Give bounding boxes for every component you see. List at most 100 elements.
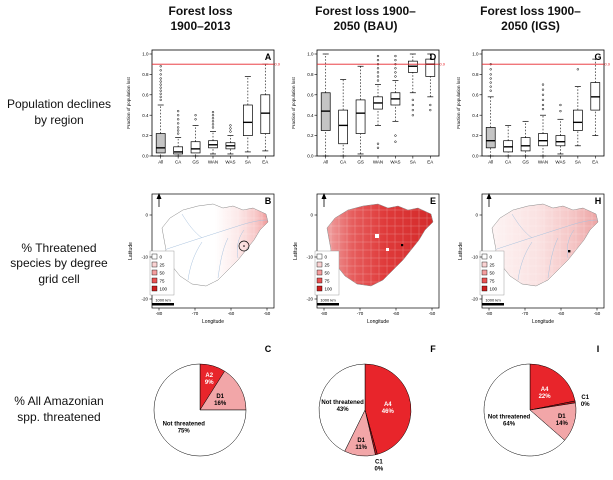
svg-text:CA: CA [175, 160, 181, 165]
panel-d-boxplot-bau: 0.0 0.2 0.4 0.6 0.8 1.0 Fraction of population… [283, 38, 448, 188]
svg-text:64%: 64% [503, 422, 516, 428]
row-label-threatened-species-grid: % Threatened species by degree grid cell [10, 240, 108, 286]
svg-text:SA: SA [245, 160, 251, 165]
svg-text:WAS: WAS [390, 160, 400, 165]
svg-text:WAN: WAN [373, 160, 383, 165]
svg-text:Latitude: Latitude [293, 242, 299, 260]
svg-text:All: All [323, 160, 328, 165]
svg-text:WAN: WAN [208, 160, 218, 165]
svg-text:0.4: 0.4 [472, 113, 479, 118]
svg-text:0%: 0% [581, 402, 590, 408]
svg-text:Not threatened: Not threatened [488, 415, 531, 421]
svg-text:Not threatened: Not threatened [163, 421, 206, 427]
column-header-2013: Forest loss 1900–2013 [168, 4, 233, 33]
svg-text:11%: 11% [355, 445, 367, 451]
svg-text:SA: SA [575, 160, 581, 165]
column-header-bau: Forest loss 1900– 2050 (BAU) [315, 4, 416, 33]
svg-text:25: 25 [160, 263, 166, 268]
svg-text:EA: EA [427, 160, 433, 165]
svg-text:C1: C1 [375, 459, 383, 465]
svg-text:50: 50 [160, 271, 166, 276]
svg-text:H: H [595, 196, 602, 206]
svg-text:-70: -70 [357, 311, 364, 316]
svg-text:GS: GS [522, 160, 529, 165]
svg-text:1.0: 1.0 [472, 52, 479, 57]
svg-text:0.9: 0.9 [604, 62, 610, 67]
svg-text:-50: -50 [429, 311, 436, 316]
svg-text:Not threatened: Not threatened [321, 400, 364, 406]
svg-text:Latitude: Latitude [458, 242, 464, 260]
svg-text:75%: 75% [178, 428, 191, 434]
svg-text:0.2: 0.2 [307, 133, 314, 138]
svg-text:1.0: 1.0 [142, 52, 149, 57]
svg-text:CA: CA [340, 160, 346, 165]
svg-text:1000 km: 1000 km [320, 298, 336, 303]
svg-text:CA: CA [505, 160, 511, 165]
svg-text:-80: -80 [321, 311, 328, 316]
row-label-population-declines: Population declines by region [6, 97, 112, 127]
svg-text:-70: -70 [192, 311, 199, 316]
svg-text:0: 0 [325, 255, 328, 260]
svg-text:0.4: 0.4 [142, 113, 149, 118]
svg-text:SA: SA [410, 160, 416, 165]
svg-text:D1: D1 [558, 414, 566, 420]
svg-text:G: G [594, 52, 601, 62]
svg-text:-70: -70 [522, 311, 529, 316]
svg-text:75: 75 [490, 279, 496, 284]
column-header-igs: Forest loss 1900– 2050 (IGS) [480, 4, 581, 33]
svg-text:75: 75 [160, 279, 166, 284]
svg-text:-60: -60 [558, 311, 565, 316]
svg-text:-10: -10 [306, 255, 313, 260]
svg-text:0%: 0% [375, 466, 384, 472]
svg-text:50: 50 [325, 271, 331, 276]
svg-text:GS: GS [357, 160, 364, 165]
svg-text:Fraction of population lost: Fraction of population lost [291, 76, 296, 128]
svg-text:Latitude: Latitude [128, 242, 134, 260]
svg-text:D: D [430, 52, 437, 62]
svg-text:F: F [430, 344, 436, 354]
svg-text:WAN: WAN [538, 160, 548, 165]
svg-text:0.0: 0.0 [472, 154, 479, 159]
svg-text:-80: -80 [486, 311, 493, 316]
panel-h-map-igs: 0 25 50 75 100 1000 km -80 -70 -60 -50 0 -10 -20 Long… [448, 188, 613, 340]
svg-text:100: 100 [325, 287, 333, 292]
row-label-all-spp-threatened: % All Amazonian spp. threatened [14, 394, 104, 424]
svg-text:0: 0 [145, 213, 148, 218]
svg-text:C1: C1 [581, 395, 589, 401]
svg-text:A: A [265, 52, 272, 62]
svg-text:WAS: WAS [555, 160, 565, 165]
svg-text:43%: 43% [337, 407, 350, 413]
svg-text:-20: -20 [141, 297, 148, 302]
svg-text:22%: 22% [539, 394, 552, 400]
svg-text:0.0: 0.0 [142, 154, 149, 159]
svg-text:0.2: 0.2 [472, 133, 479, 138]
svg-text:0.8: 0.8 [142, 72, 149, 77]
svg-text:-80: -80 [156, 311, 163, 316]
svg-text:0.9: 0.9 [439, 62, 445, 67]
svg-text:9%: 9% [205, 380, 214, 386]
corner-spacer [0, 0, 118, 38]
svg-text:25: 25 [325, 263, 331, 268]
svg-text:1000 km: 1000 km [485, 298, 501, 303]
svg-text:Fraction of population lost: Fraction of population lost [456, 76, 461, 128]
svg-text:50: 50 [490, 271, 496, 276]
svg-text:0.6: 0.6 [472, 92, 479, 97]
svg-text:Longitude: Longitude [367, 319, 389, 325]
svg-text:-50: -50 [264, 311, 271, 316]
svg-text:B: B [265, 196, 272, 206]
svg-text:A4: A4 [541, 387, 549, 393]
svg-text:A2: A2 [205, 373, 213, 379]
svg-text:Fraction of population lost: Fraction of population lost [126, 76, 131, 128]
svg-text:0.8: 0.8 [472, 72, 479, 77]
panel-f-pie-bau: A4 46% C1 0% D1 11% Not threatened 43% F [283, 340, 448, 480]
svg-text:WAS: WAS [225, 160, 235, 165]
svg-text:0: 0 [310, 213, 313, 218]
svg-text:0.0: 0.0 [307, 154, 314, 159]
svg-text:14%: 14% [556, 421, 569, 427]
svg-text:0.8: 0.8 [307, 72, 314, 77]
panel-i-pie-igs: A4 22% C1 0% D1 14% Not threatened 64% I [448, 340, 613, 480]
svg-text:D1: D1 [357, 438, 365, 444]
panel-g-boxplot-igs: 0.0 0.2 0.4 0.6 0.8 1.0 Fraction of population… [448, 38, 613, 188]
panel-b-map-2013: 0 25 50 75 100 1000 km -80 -70 -60 -50 0 -10 -20 Long… [118, 188, 283, 340]
svg-text:E: E [430, 196, 436, 206]
